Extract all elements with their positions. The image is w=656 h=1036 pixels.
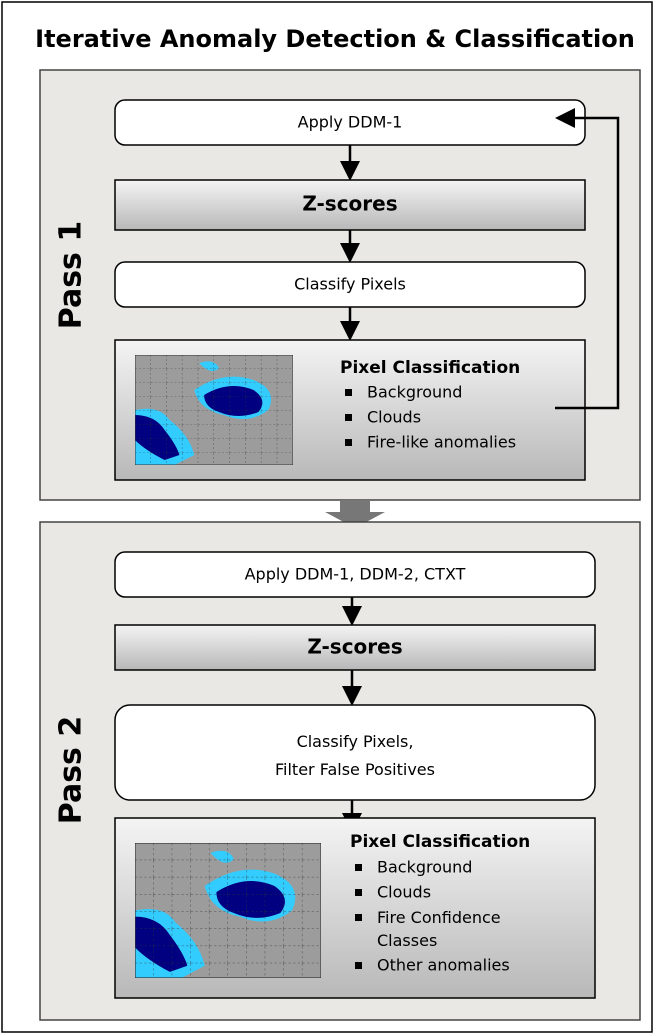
bullet [355,864,362,871]
result-title: Pixel Classification [350,832,530,852]
step-box [114,704,596,801]
pass-label: Pass 2 [54,716,89,824]
bullet [345,389,352,396]
result-items: Background Clouds Fire Confidence Classes Ot… [355,858,510,975]
result-item: Other anomalies [377,956,510,975]
result-title: Pixel Classification [340,358,520,378]
step-box [114,624,596,671]
pass-label: Pass 1 [54,221,89,329]
step-box [114,551,596,598]
pass-arrow [325,500,385,528]
map-image [135,843,321,978]
title: Iterative Anomaly Detection & Classifica… [35,25,635,53]
step-text: Apply DDM-1, DDM-2, CTXT [245,565,466,584]
result-item: Fire Confidence Classes [377,908,501,950]
step-text: Z-scores [307,635,402,659]
bullet [355,962,362,969]
bullet [355,914,362,921]
result-item: Background [377,858,472,877]
step-text: Z-scores [302,192,397,216]
feedback-arrow [555,108,620,410]
map-image [135,355,293,465]
result-item: Clouds [367,408,421,427]
step-box [114,179,586,231]
step-text: Classify Pixels, Filter False Positives [275,732,435,779]
result-items: Background Clouds Fire-like anomalies [345,383,516,452]
step-text: Classify Pixels [294,275,406,294]
bullet [355,889,362,896]
bullet [345,439,352,446]
result-item: Fire-like anomalies [367,433,516,452]
result-item: Background [367,383,462,402]
step-text: Apply DDM-1 [298,113,403,132]
bullet [345,414,352,421]
result-item: Clouds [377,883,431,902]
